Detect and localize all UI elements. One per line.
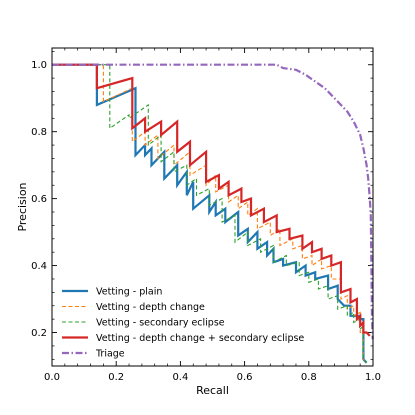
y-tick-label: 0.2 (31, 328, 47, 339)
ticks-layer: 0.0 0.2 0.4 0.6 0.8 1.0 0.2 0.4 0.6 0.8 1.0 (31, 48, 381, 383)
y-tick-label: 1.0 (31, 60, 47, 71)
legend-label-4: Triage (95, 349, 125, 360)
legend-label-3: Vetting - depth change + secondary eclip… (96, 333, 304, 344)
axes-frame (51, 47, 374, 367)
plot-area (52, 63, 374, 364)
x-tick-label: 0.0 (44, 372, 60, 383)
y-tick-label: 0.6 (31, 194, 47, 205)
series-line-4 (52, 63, 374, 340)
x-tick-label: 1.0 (365, 372, 381, 383)
legend-label-1: Vetting - depth change (96, 302, 205, 313)
series-line-1 (52, 64, 368, 364)
series-line-2 (52, 64, 368, 364)
legend: Vetting - plain Vetting - depth change Vet… (62, 287, 304, 360)
x-axis-label: Recall (196, 384, 229, 397)
y-tick-label: 0.8 (31, 127, 47, 138)
legend-label-2: Vetting - secondary eclipse (96, 318, 225, 329)
series-line-3 (52, 63, 371, 337)
y-tick-label: 0.4 (31, 261, 47, 272)
legend-label-0: Vetting - plain (96, 287, 162, 298)
x-tick-label: 0.8 (301, 372, 317, 383)
x-tick-label: 0.2 (108, 372, 124, 383)
x-tick-label: 0.6 (237, 372, 253, 383)
series-line-0 (52, 63, 368, 364)
x-tick-label: 0.4 (172, 372, 188, 383)
y-axis-label: Precision (16, 182, 29, 231)
